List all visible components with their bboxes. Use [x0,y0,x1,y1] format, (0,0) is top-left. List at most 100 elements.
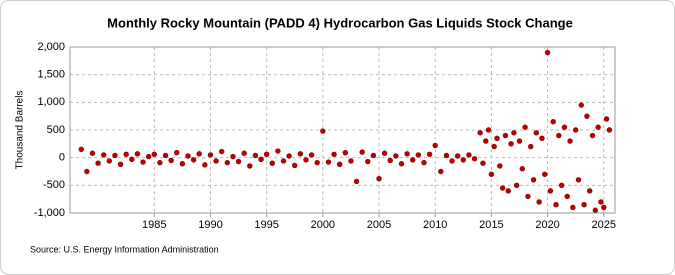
point [387,157,393,164]
x-tick-label: 2015 [479,219,503,231]
point [511,130,517,136]
point [589,132,596,139]
point [542,171,548,177]
point [477,130,483,136]
point [219,148,225,155]
chart-title: Monthly Rocky Mountain (PADD 4) Hydrocar… [107,15,573,30]
y-tick-label: 2,000 [37,41,65,53]
point [101,152,107,158]
point [252,152,259,159]
point [376,175,382,182]
point [539,135,545,142]
point [269,160,275,166]
point [117,161,124,168]
x-tick-label: 2000 [311,219,335,231]
point [78,146,84,153]
point [365,158,371,165]
point [567,138,573,144]
point [443,152,450,159]
point [601,204,607,211]
point [558,182,565,189]
point [336,161,343,168]
point [280,158,287,164]
plot-area [69,46,616,214]
point [286,153,292,159]
point [550,118,556,125]
point [235,158,242,165]
point [494,135,500,142]
point [415,152,422,158]
point [134,151,141,157]
point [263,151,270,158]
point [421,159,427,166]
y-tick-label: -500 [43,179,65,191]
point [348,158,354,164]
point [112,152,118,159]
point [536,199,542,205]
point [162,152,169,159]
point [168,157,174,164]
point [499,185,506,191]
point [516,138,523,144]
point [370,152,377,159]
point [513,182,520,189]
point [106,158,113,164]
point [508,141,514,147]
point [275,148,281,154]
point [570,204,576,211]
point [145,153,152,160]
point [603,116,610,122]
point [241,150,247,156]
point [353,178,360,185]
y-tick-label: 1,500 [37,69,65,81]
point [410,157,416,163]
point [587,188,593,194]
x-tick-label: 1985 [142,219,166,231]
point [196,151,202,157]
y-tick-label: -1,000 [34,207,65,219]
point [224,159,231,166]
point [174,149,180,156]
point [190,157,197,163]
point [438,168,444,175]
point [297,151,304,157]
point [575,177,582,183]
point [449,158,455,164]
point [308,152,315,158]
point [598,199,604,205]
point [325,159,332,165]
point [483,138,489,144]
x-tick-label: 2010 [423,219,447,231]
point [533,130,540,136]
point [95,160,101,166]
y-axis-label: Thousand Barrels [15,91,26,170]
point [522,124,528,130]
point [342,149,349,156]
point [519,166,525,172]
point [404,151,410,157]
point [561,124,568,130]
point [525,193,531,200]
point [207,152,214,158]
point [359,149,365,155]
point [151,151,157,158]
point [258,156,264,163]
point [247,163,253,169]
point [505,188,511,194]
point [547,188,554,194]
y-tick-label: 0 [59,152,65,164]
point [314,159,320,166]
point [502,132,509,139]
point [140,159,146,165]
point [584,113,590,119]
point [488,171,495,177]
point [572,127,579,133]
point [485,127,492,133]
point [426,151,433,158]
point [84,168,90,175]
x-tick-label: 2005 [367,219,391,231]
point [544,49,551,56]
point [398,161,405,167]
